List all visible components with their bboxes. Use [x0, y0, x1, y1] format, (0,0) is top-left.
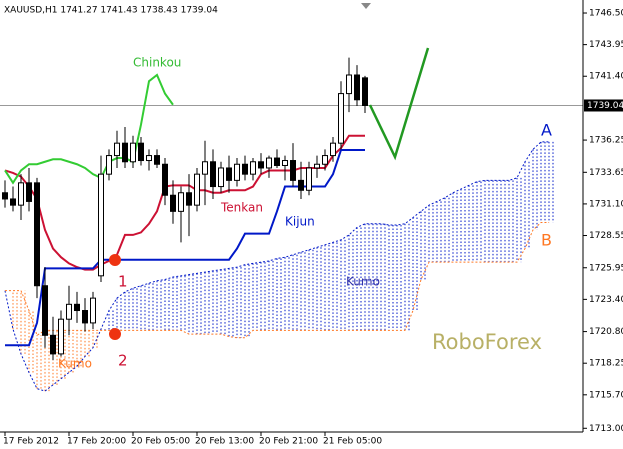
candle-body — [274, 157, 280, 166]
x-tick-label: 20 Feb 05:00 — [131, 437, 190, 447]
candle-body — [18, 182, 24, 206]
indicator-line — [4, 134, 365, 271]
signal-dot — [109, 328, 121, 340]
price-label: 1739.04 — [587, 101, 623, 111]
lines-layer — [4, 73, 365, 347]
candle-body — [138, 142, 144, 162]
y-tick-label: 1713.00 — [589, 424, 623, 434]
candle-body — [354, 74, 360, 101]
candle-body — [266, 157, 272, 169]
y-tick-label: 1728.55 — [589, 231, 623, 241]
x-tick-label: 20 Feb 13:00 — [195, 437, 254, 447]
watermark: RoboForex — [432, 330, 542, 354]
indicator-line — [4, 73, 174, 185]
x-tick-label: 21 Feb 05:00 — [323, 437, 382, 447]
candle-body — [210, 161, 216, 188]
candles-layer — [2, 57, 368, 361]
candle-body — [218, 167, 224, 188]
candle-body — [330, 142, 336, 157]
candle-body — [162, 163, 168, 196]
span-b-label: B — [541, 231, 552, 250]
x-tick-label: 17 Feb 20:00 — [67, 437, 126, 447]
chinkou-label: Chinkou — [133, 56, 181, 70]
forecast-arrow — [368, 47, 430, 161]
candle-body — [74, 303, 80, 312]
y-tick-label: 1731.10 — [589, 199, 623, 209]
signal-label: 1 — [118, 273, 128, 291]
y-tick-label: 1733.65 — [589, 168, 623, 178]
signal-dot — [109, 254, 121, 266]
cloud-span — [4, 141, 549, 392]
indicator-line — [5, 148, 365, 347]
candle-body — [362, 77, 368, 106]
y-tick-label: 1743.95 — [589, 40, 623, 50]
candle-body — [322, 155, 328, 165]
candle-body — [90, 297, 96, 324]
candle-body — [122, 142, 128, 163]
cloud-layer — [0, 104, 583, 392]
cloud-span — [5, 222, 549, 339]
candle-body — [34, 182, 40, 287]
candle-body — [42, 285, 48, 336]
candle-body — [2, 192, 8, 200]
candle-body — [106, 155, 112, 175]
candle-body — [58, 318, 64, 355]
candle-body — [66, 303, 72, 320]
candle-body — [338, 93, 344, 144]
kumo-label: Kumo — [346, 275, 380, 289]
candle-body — [114, 142, 120, 157]
candle-body — [178, 192, 184, 212]
candle-body — [258, 161, 264, 169]
candle-body — [314, 163, 320, 169]
candle-body — [242, 163, 248, 175]
candle-body — [234, 163, 240, 181]
candle-body — [26, 182, 32, 202]
y-tick-label: 1741.40 — [589, 72, 623, 82]
candle-body — [50, 334, 56, 355]
y-tick-label: 1725.95 — [589, 263, 623, 273]
kijun-label: Kijun — [285, 215, 315, 229]
candle-body — [306, 167, 312, 191]
y-tick-label: 1715.70 — [589, 390, 623, 400]
candle-body — [226, 167, 232, 181]
y-tick-label: 1718.25 — [589, 359, 623, 369]
candle-body — [170, 194, 176, 212]
x-tick-label: 17 Feb 2012 — [3, 437, 59, 447]
candle-body — [290, 160, 296, 181]
candle-body — [130, 142, 136, 163]
candle-body — [194, 173, 200, 206]
y-tick-label: 1723.40 — [589, 295, 623, 305]
y-tick-label: 1720.80 — [589, 327, 623, 337]
candle-body — [250, 161, 256, 175]
tenkan-label: Tenkan — [220, 201, 263, 215]
y-tick-label: 1736.25 — [589, 136, 623, 146]
candle-body — [82, 310, 88, 324]
candle-body — [346, 74, 352, 95]
candle-body — [202, 161, 208, 175]
candle-body — [282, 160, 288, 166]
chart-title: XAUUSD,H1 1741.27 1741.43 1738.43 1739.0… — [4, 6, 218, 16]
price-box — [584, 99, 623, 112]
kumo-label: Kumo — [58, 357, 92, 371]
candle-body — [186, 192, 192, 206]
candle-body — [298, 179, 304, 191]
candle-body — [146, 155, 152, 162]
candle-body — [10, 198, 16, 206]
candle-body — [154, 155, 160, 165]
span-a-label: A — [541, 121, 552, 140]
shift-marker — [361, 3, 371, 9]
x-tick-label: 20 Feb 21:00 — [259, 437, 318, 447]
signal-label: 2 — [118, 352, 128, 370]
y-tick-label: 1746.50 — [589, 9, 623, 19]
candle-body — [98, 173, 104, 277]
